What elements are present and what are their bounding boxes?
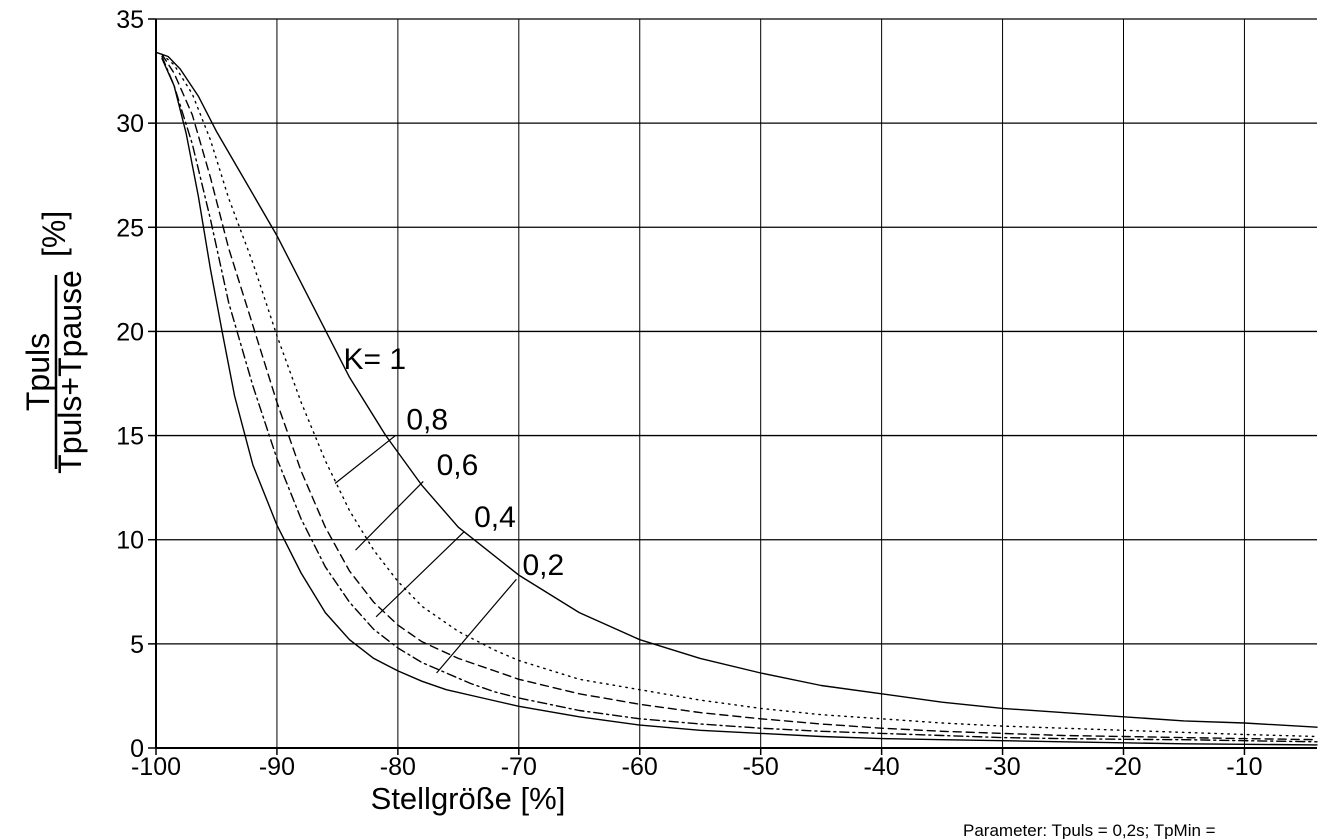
y-label-unit: [%] — [36, 211, 72, 257]
x-tick-label: -90 — [259, 753, 295, 781]
tick-labels: 0 5 10 15 20 25 30 35 -100 -90 -80 -70 -60 -50 -40 -30 -… — [116, 6, 1262, 781]
x-tick-label: -10 — [1226, 753, 1262, 781]
series-line-k-0-2 — [161, 57, 1318, 746]
x-tick-label: -50 — [743, 753, 779, 781]
y-axis-label: Tpuls Tpuls+Tpause [%] — [20, 211, 88, 474]
series-labels: K= 10,8 0,6 0,40,2 — [343, 343, 564, 582]
y-tick-label: 20 — [116, 318, 144, 346]
leader-line-0-4 — [375, 530, 465, 618]
y-tick-label: 15 — [116, 423, 144, 451]
grid-lines — [156, 18, 1317, 749]
series-label-0-8: 0,8 — [406, 403, 448, 436]
leader-line-0-2 — [436, 578, 517, 674]
series-label-0-2: 0,2 — [522, 549, 564, 582]
axes — [148, 18, 1317, 755]
y-tick-label: 35 — [116, 6, 144, 34]
x-tick-label: -30 — [984, 753, 1020, 781]
y-tick-label: 0 — [130, 735, 144, 763]
series-label-k-1: K= 1 — [343, 343, 406, 376]
series-line-k-k-1 — [155, 51, 1318, 728]
y-tick-label: 25 — [116, 214, 144, 242]
label-leaders — [334, 435, 517, 674]
series-label-0-4: 0,4 — [474, 501, 516, 534]
x-tick-label: -100 — [131, 753, 181, 781]
y-tick-label: 5 — [130, 631, 144, 659]
leader-line-0-8 — [334, 435, 396, 484]
parameter-footnote: Parameter: Tpuls = 0,2s; TpMin = — [963, 821, 1216, 839]
series-line-k-0-4 — [161, 55, 1318, 743]
y-tick-label: 30 — [116, 110, 144, 138]
x-axis-label: Stellgröße [%] — [371, 781, 566, 816]
x-tick-label: -70 — [501, 753, 537, 781]
series-label-0-6: 0,6 — [437, 449, 479, 482]
series-group — [155, 51, 1318, 746]
series-line-k-0-8 — [161, 53, 1318, 738]
x-tick-label: -60 — [622, 753, 658, 781]
x-tick-label: -80 — [380, 753, 416, 781]
leader-line-0-6 — [355, 480, 424, 551]
y-label-numerator: Tpuls — [20, 333, 56, 411]
x-tick-label: -20 — [1105, 753, 1141, 781]
y-tick-label: 10 — [116, 527, 144, 555]
series-line-k-0-6 — [161, 53, 1318, 741]
x-tick-label: -40 — [864, 753, 900, 781]
y-label-denominator: Tpuls+Tpause — [52, 270, 88, 474]
